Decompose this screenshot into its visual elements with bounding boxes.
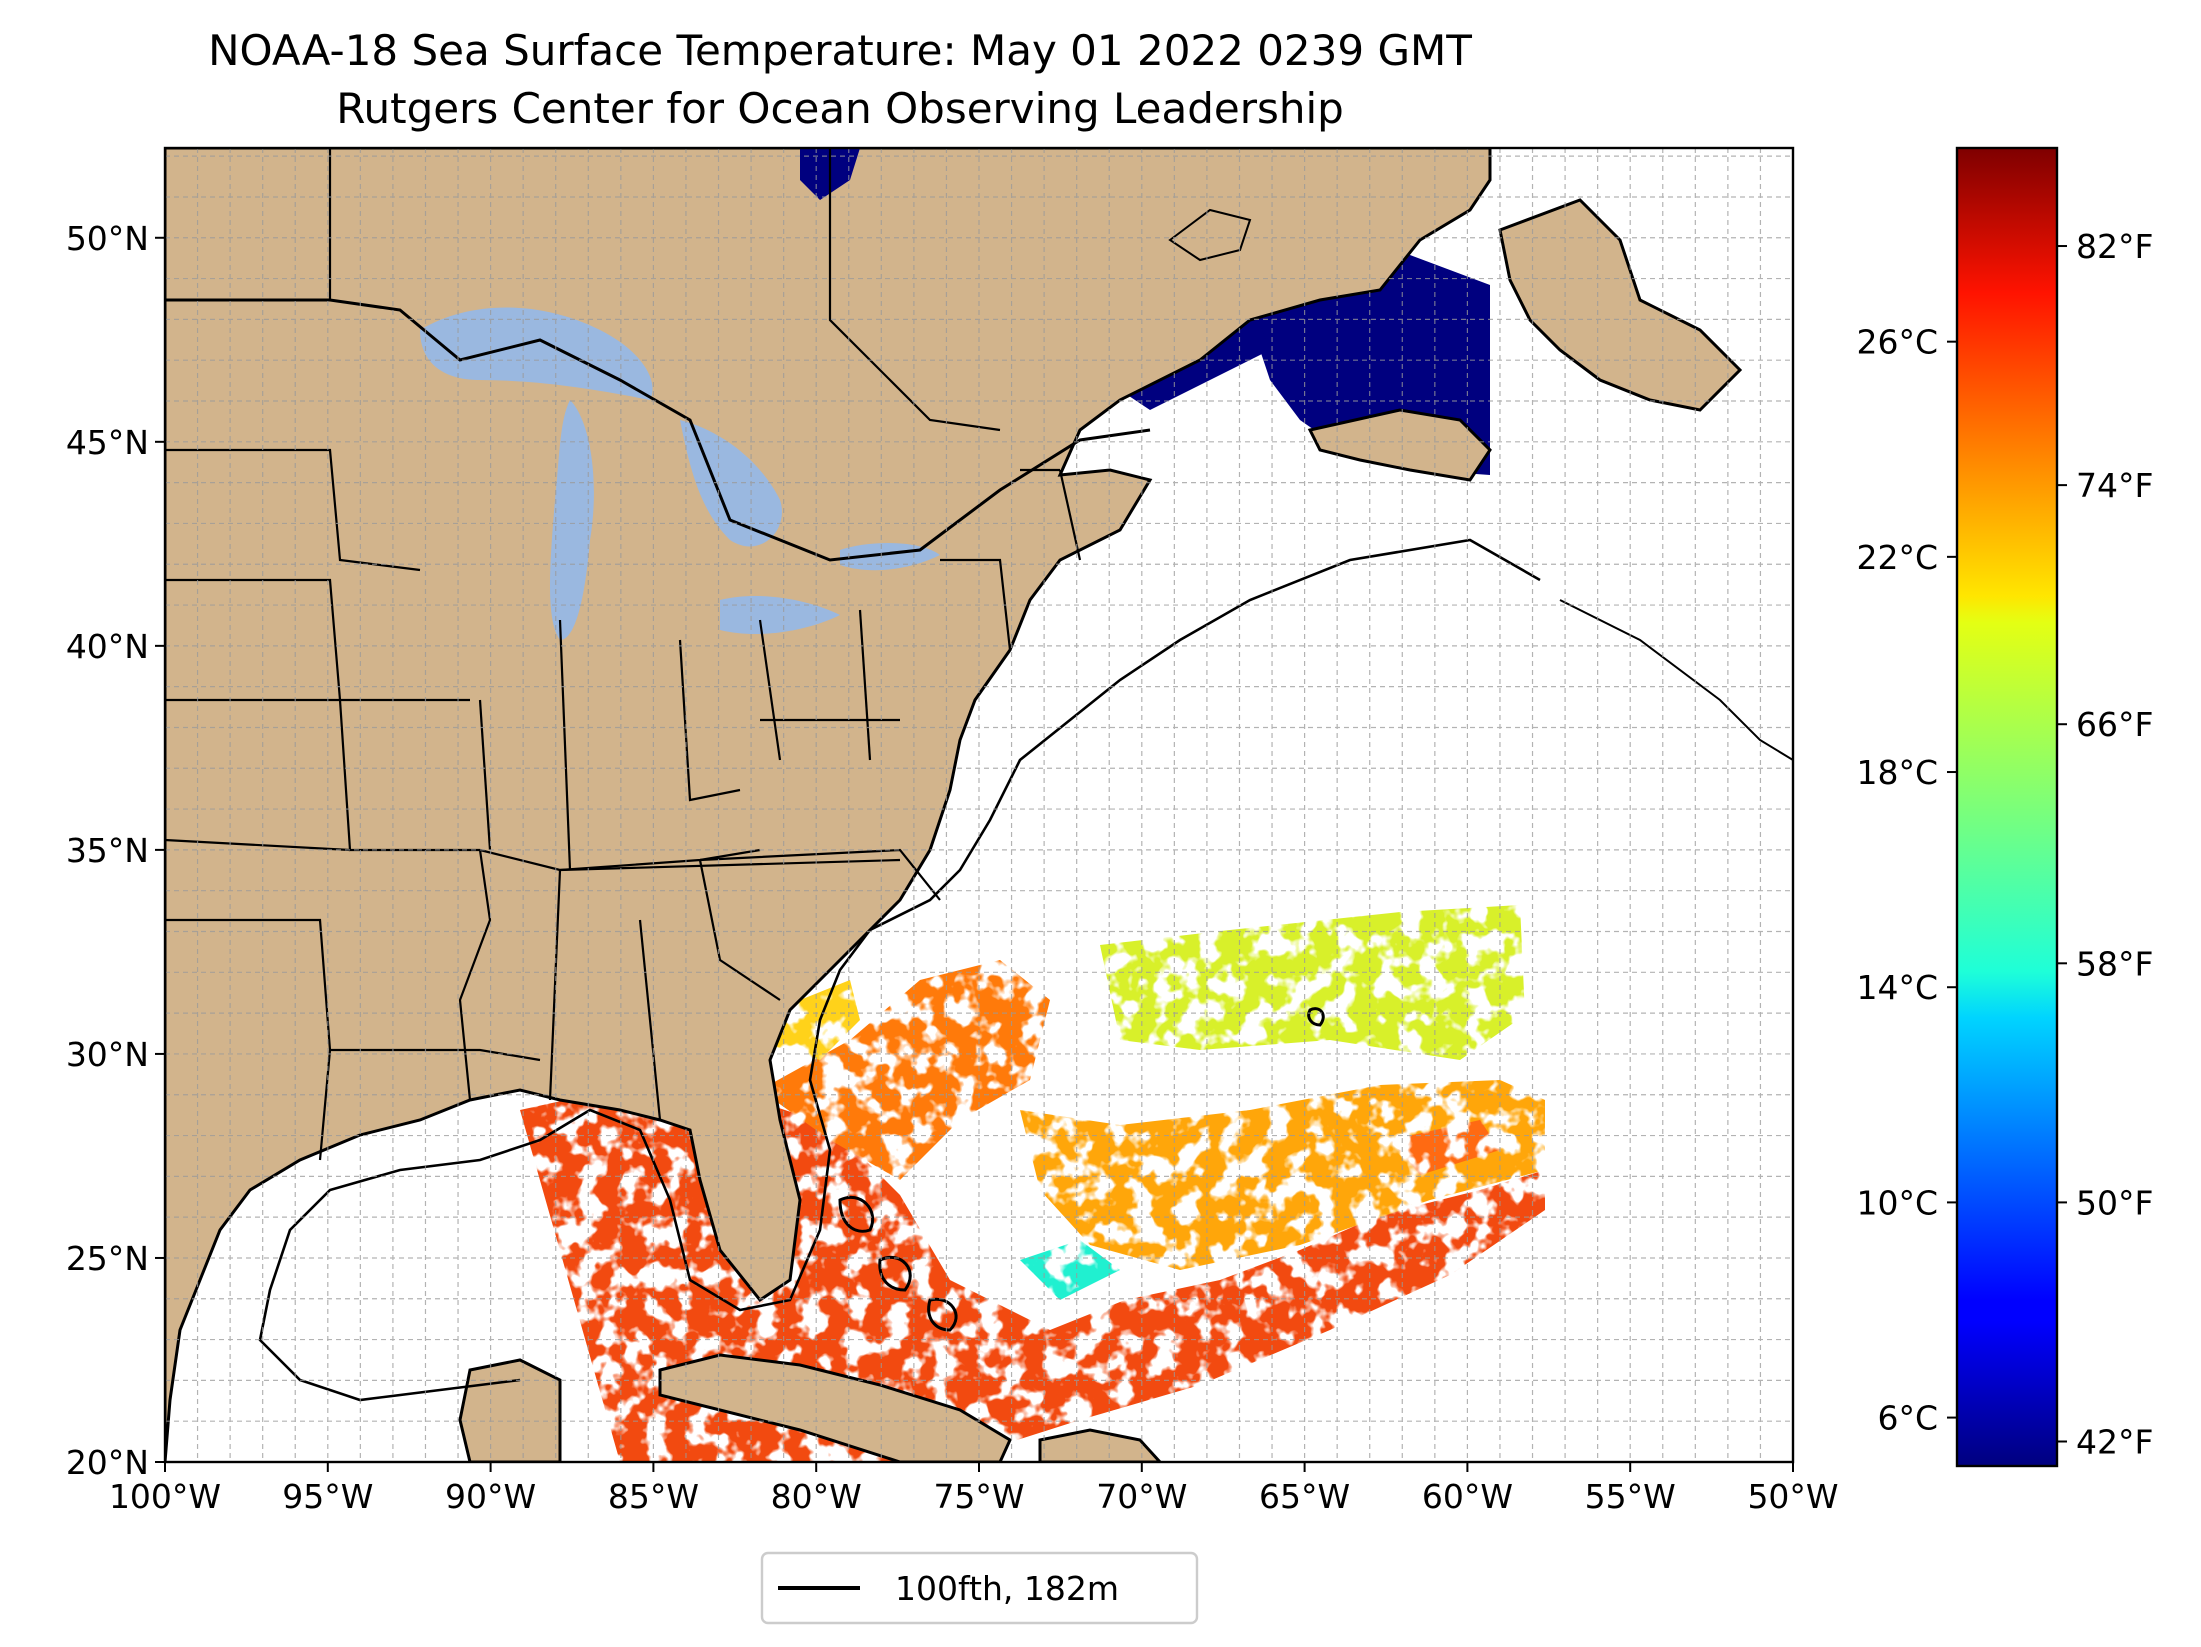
lon-tick-label: 70°W	[1096, 1477, 1187, 1516]
colorbar: 6°C 10°C 14°C 18°C 22°C 26°C 42°F 50°F 58°F 66°F…	[1856, 146, 2153, 1468]
lat-tick-label: 30°N	[66, 1035, 149, 1074]
lat-tick-label: 45°N	[66, 423, 149, 462]
lake-huron	[680, 420, 782, 547]
chart-title-block: NOAA-18 Sea Surface Temperature: May 01 …	[0, 22, 1680, 138]
fahrenheit-tick-label: 42°F	[2076, 1422, 2153, 1461]
lon-tick-label: 95°W	[282, 1477, 373, 1516]
yucatan	[458, 1358, 562, 1462]
land	[165, 148, 1743, 1462]
great-lakes	[420, 148, 940, 640]
nova-scotia	[1307, 408, 1492, 482]
lon-tick-label: 60°W	[1422, 1477, 1513, 1516]
latitude-axis: 20°N 25°N 30°N 35°N 40°N 45°N 50°N	[66, 219, 165, 1482]
lon-tick-label: 85°W	[608, 1477, 699, 1516]
lon-tick-label: 55°W	[1585, 1477, 1676, 1516]
lon-tick-label: 90°W	[445, 1477, 536, 1516]
fahrenheit-tick-label: 82°F	[2076, 227, 2153, 266]
colorbar-gradient	[1955, 146, 2059, 1468]
longitude-axis: 100°W 95°W 90°W 85°W 80°W 75°W 70°W 65°W 60°W 55°…	[109, 1462, 1839, 1516]
lat-tick-label: 50°N	[66, 219, 149, 258]
celsius-tick-label: 10°C	[1856, 1183, 1938, 1222]
newfoundland	[1498, 198, 1743, 412]
chart-subtitle: Rutgers Center for Ocean Observing Leade…	[336, 84, 1344, 133]
cuba	[658, 1353, 1012, 1462]
lon-tick-label: 50°W	[1747, 1477, 1838, 1516]
legend: 100fth, 182m	[760, 1551, 1199, 1625]
fahrenheit-tick-label: 66°F	[2076, 705, 2153, 744]
isobath-100fth	[258, 538, 1541, 1402]
isobath-100fth-east	[1559, 599, 1793, 761]
chart-title: NOAA-18 Sea Surface Temperature: May 01 …	[208, 26, 1472, 75]
lon-tick-label: 75°W	[933, 1477, 1024, 1516]
lat-tick-label: 25°N	[66, 1239, 149, 1278]
fahrenheit-tick-label: 74°F	[2076, 466, 2153, 505]
lat-tick-label: 35°N	[66, 831, 149, 870]
lake-michigan	[550, 400, 594, 640]
legend-label: 100fth, 182m	[895, 1569, 1119, 1608]
colorbar-fahrenheit-ticks: 42°F 50°F 58°F 66°F 74°F 82°F	[2057, 227, 2153, 1461]
celsius-tick-label: 6°C	[1877, 1399, 1938, 1438]
hispaniola	[1038, 1428, 1163, 1462]
us-canada-border	[165, 298, 1151, 562]
lake-superior	[420, 307, 653, 400]
grid-lines	[165, 148, 1793, 1462]
lat-tick-label: 40°N	[66, 627, 149, 666]
legend-box	[760, 1551, 1199, 1625]
celsius-tick-label: 18°C	[1856, 753, 1938, 792]
lon-tick-label: 80°W	[771, 1477, 862, 1516]
lon-tick-label: 65°W	[1259, 1477, 1350, 1516]
celsius-tick-label: 14°C	[1856, 968, 1938, 1007]
celsius-tick-label: 22°C	[1856, 538, 1938, 577]
anticosti-island	[1168, 208, 1252, 262]
celsius-tick-label: 26°C	[1856, 323, 1938, 362]
fahrenheit-tick-label: 50°F	[2076, 1183, 2153, 1222]
lat-tick-label: 20°N	[66, 1443, 149, 1482]
colorbar-celsius-ticks: 6°C 10°C 14°C 18°C 22°C 26°C	[1856, 323, 1957, 1438]
lon-tick-label: 100°W	[109, 1477, 221, 1516]
fahrenheit-tick-label: 58°F	[2076, 944, 2153, 983]
